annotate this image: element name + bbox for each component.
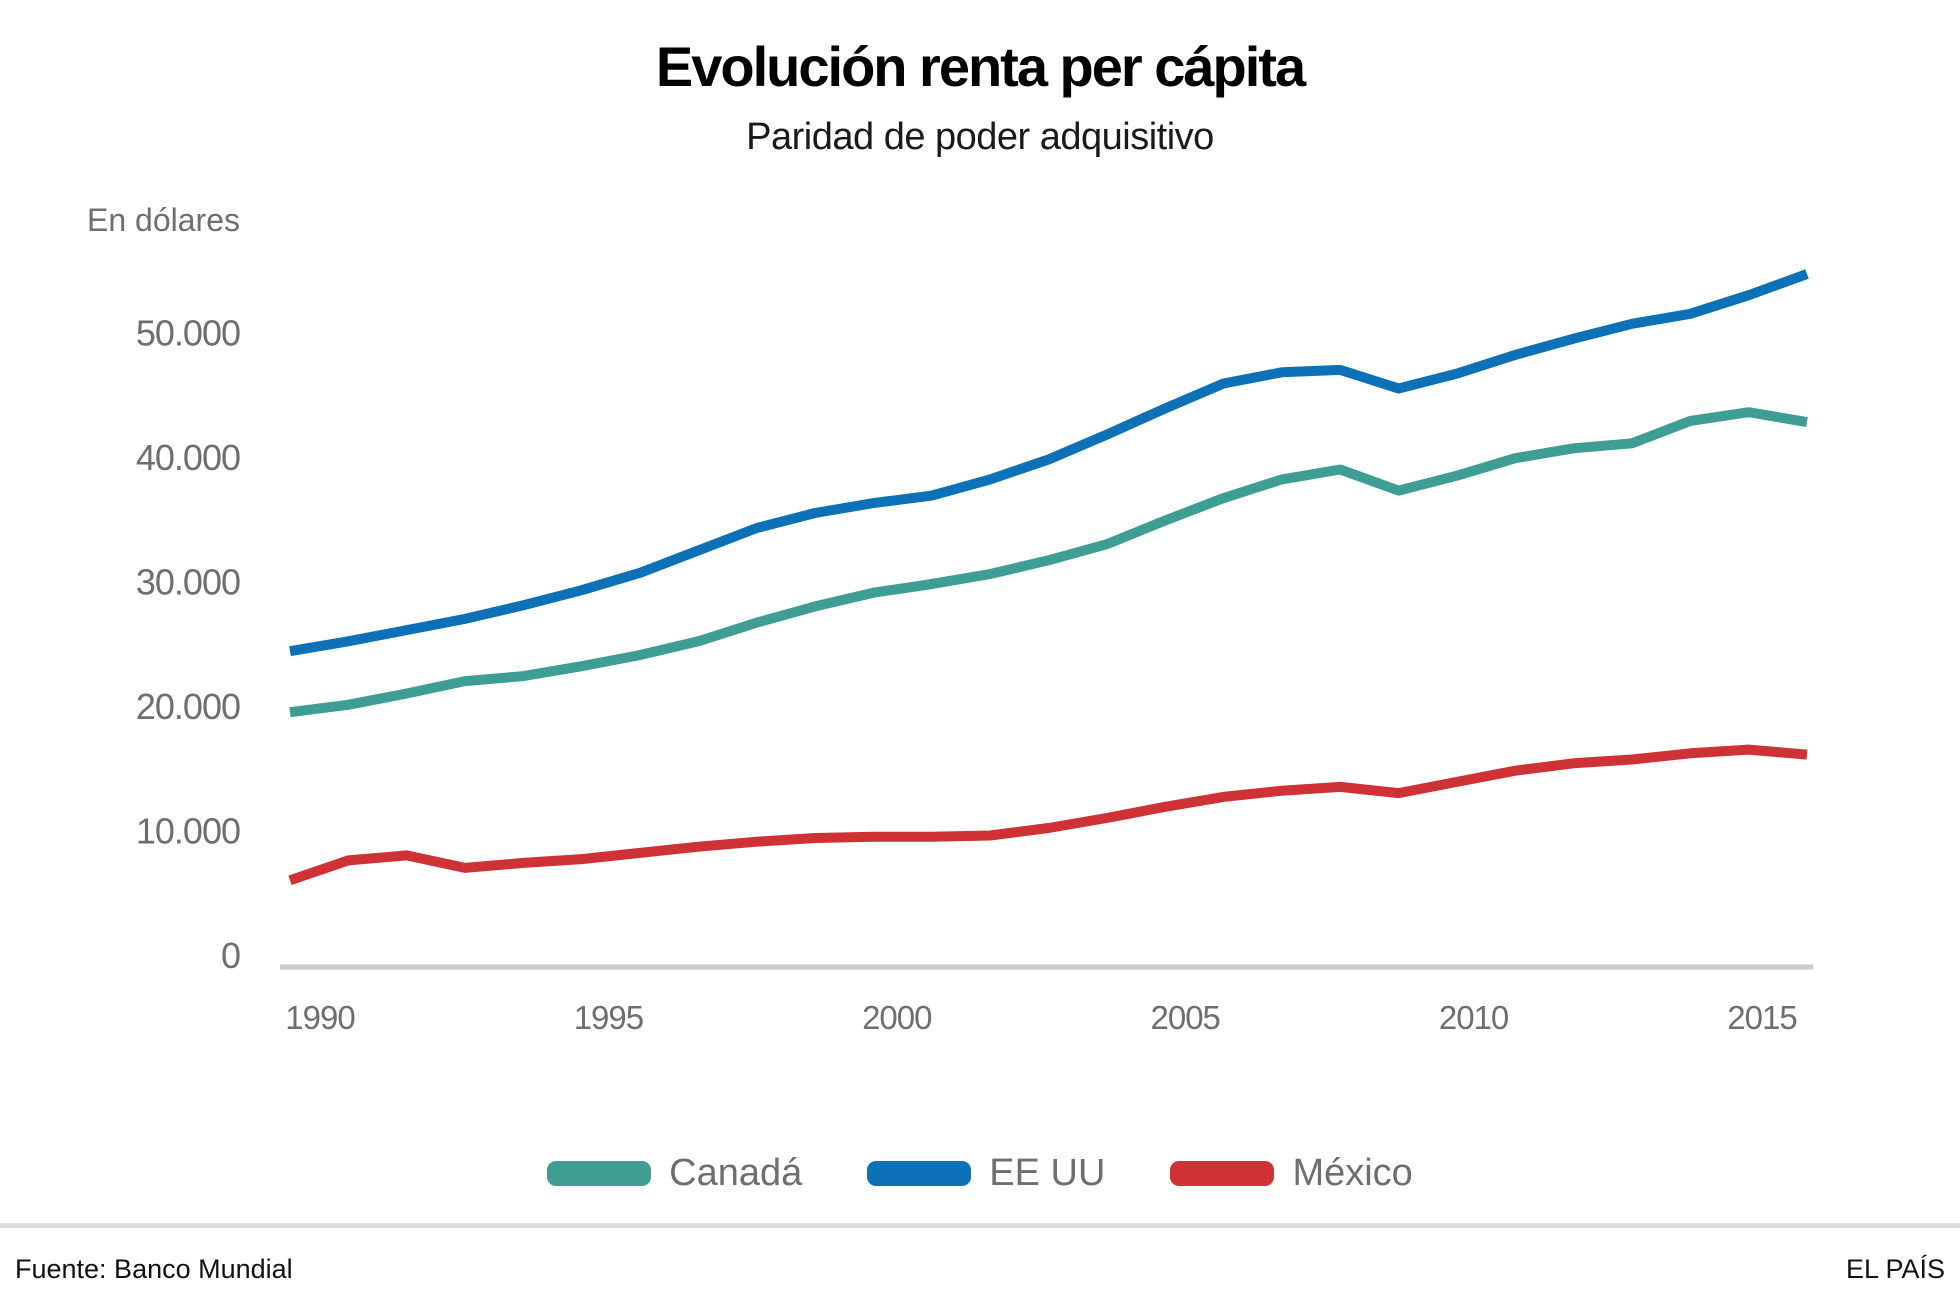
legend-swatch-eeuu	[867, 1160, 972, 1186]
legend: Canadá EE UU México	[0, 1146, 1960, 1200]
x-axis-tick-label: 2000	[862, 999, 932, 1036]
chart-subtitle: Paridad de poder adquisitivo	[746, 116, 1214, 158]
series-line-ee-uu	[289, 269, 1809, 657]
brand-label: EL PAÍS	[1845, 1254, 1945, 1284]
x-axis-tick-label: 1995	[574, 999, 643, 1036]
legend-item-eeuu: EE UU	[867, 1152, 1105, 1195]
y-axis-tick-label: 30.000	[136, 562, 240, 603]
legend-label-eeuu: EE UU	[989, 1151, 1106, 1194]
x-axis-tick-label: 2005	[1150, 999, 1219, 1036]
y-axis-tick-label: 0	[221, 935, 240, 976]
series-line-canad-	[289, 407, 1808, 718]
source-label: Fuente: Banco Mundial	[15, 1254, 293, 1284]
x-axis-tick-label: 2010	[1439, 999, 1509, 1036]
x-axis-tick-label: 2015	[1727, 999, 1796, 1036]
chart-title: Evolución renta per cápita	[655, 35, 1306, 98]
y-axis-tick-label: 50.000	[136, 313, 240, 354]
legend-swatch-mexico	[1170, 1160, 1275, 1186]
legend-item-mexico: México	[1170, 1151, 1413, 1195]
legend-item-canada: Canadá	[547, 1152, 802, 1195]
legend-label-canada: Canadá	[669, 1151, 803, 1194]
legend-label-mexico: México	[1292, 1151, 1413, 1194]
y-axis-tick-label: 20.000	[136, 686, 240, 727]
y-axis-unit-label: En dólares	[87, 202, 240, 238]
y-axis-tick-label: 40.000	[136, 437, 240, 478]
footer-divider	[0, 1223, 1960, 1228]
series-line-m-xico	[288, 744, 1808, 886]
legend-swatch-canada	[547, 1160, 652, 1186]
y-axis-tick-label: 10.000	[136, 811, 240, 852]
x-axis-tick-label: 1990	[285, 999, 355, 1036]
